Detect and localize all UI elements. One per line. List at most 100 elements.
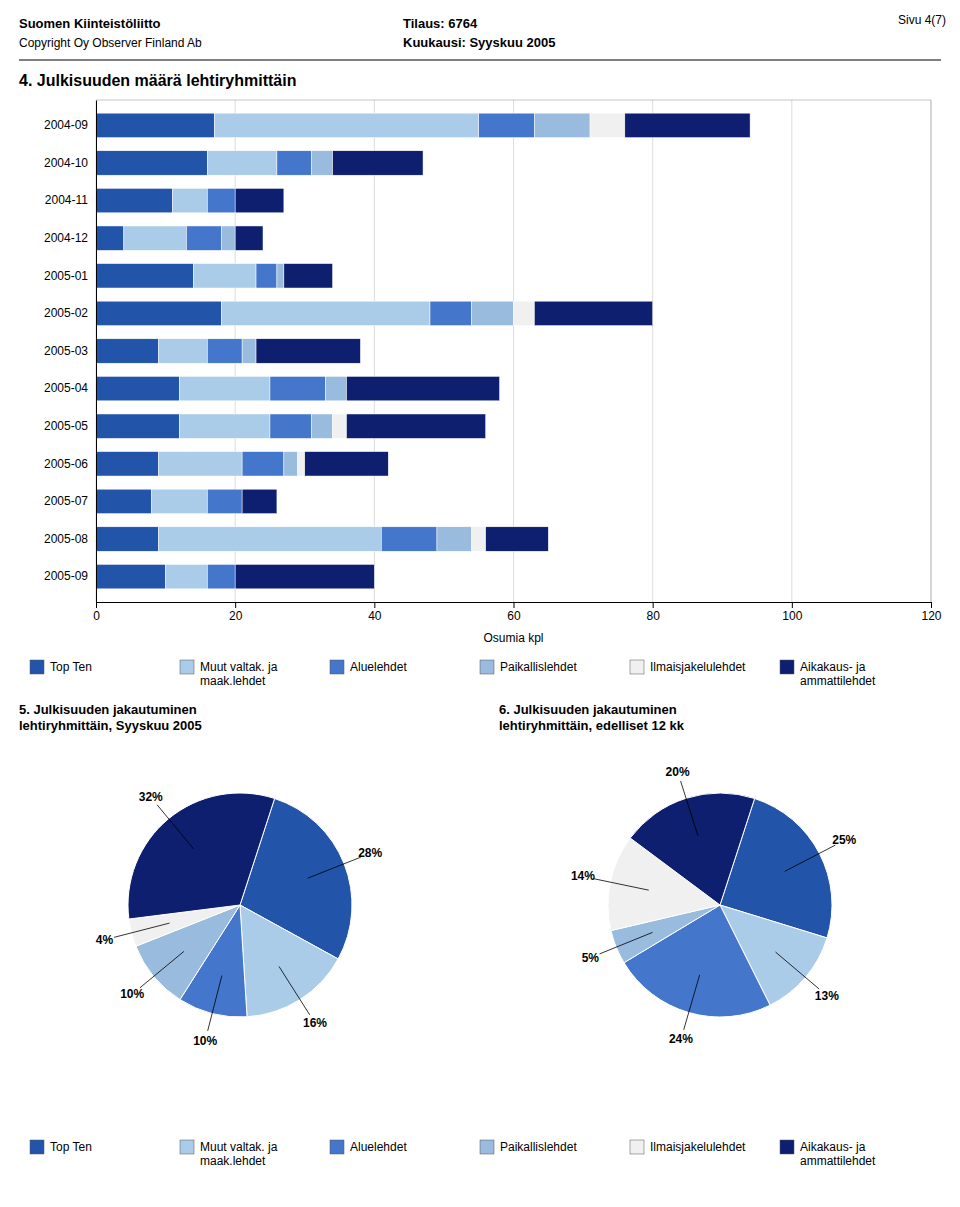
- data-label: 16%: [303, 1016, 327, 1030]
- bar-series: [186, 113, 534, 589]
- bar: [284, 264, 333, 288]
- tick-label: 2004-10: [44, 156, 88, 170]
- legend-swatch: [330, 660, 344, 674]
- grid-line: [652, 100, 653, 602]
- page: Suomen KiinteistöliittoCopyright Oy Obse…: [0, 0, 960, 1207]
- bar-chart: 0204060801001202004-092004-102004-112004…: [44, 100, 942, 623]
- bar: [534, 301, 652, 325]
- axis-line: [96, 101, 97, 603]
- tick: 2005-03: [44, 344, 88, 358]
- legend-item: Muut valtak. jamaak.lehdet: [180, 660, 278, 688]
- tick-mark: [653, 602, 654, 608]
- bar: [326, 376, 347, 400]
- tick-label: 2004-09: [44, 118, 88, 132]
- bar: [242, 489, 277, 513]
- frame: [931, 100, 932, 602]
- data-label: 10%: [120, 987, 144, 1001]
- tick-mark: [792, 602, 793, 608]
- legend-item: Aluelehdet: [330, 1140, 407, 1154]
- tick-label: 2005-06: [44, 457, 88, 471]
- bars: [96, 113, 750, 589]
- data-label: 10%: [193, 1034, 217, 1048]
- bar: [207, 188, 235, 212]
- legend-swatch: [180, 660, 194, 674]
- bar: [207, 151, 277, 175]
- bar: [242, 452, 284, 476]
- bar: [242, 339, 256, 363]
- bar: [96, 376, 180, 400]
- tick: 2005-08: [44, 532, 88, 546]
- legend-label: Paikallislehdet: [500, 660, 577, 674]
- data-label: 13%: [815, 989, 839, 1003]
- data-label: 5%: [582, 951, 600, 965]
- tick-mark: [374, 602, 375, 608]
- bar: [96, 452, 159, 476]
- bar: [625, 113, 750, 137]
- tick-mark: [514, 602, 515, 608]
- tick-mark: [235, 602, 236, 608]
- slices: [608, 793, 832, 1017]
- tick: 2005-07: [44, 494, 88, 508]
- tick: 2005-04: [44, 381, 88, 395]
- tick-label: 0: [93, 609, 100, 623]
- tick-label: 100: [782, 609, 802, 623]
- leader-line: [684, 975, 700, 1030]
- bar: [235, 564, 374, 588]
- bar: [159, 452, 243, 476]
- bar: [96, 414, 180, 438]
- tick-label: 2005-05: [44, 419, 88, 433]
- legend-label: Paikallislehdet: [500, 1140, 577, 1154]
- bar: [214, 113, 478, 137]
- bar: [305, 452, 389, 476]
- legend-item: Paikallislehdet: [480, 1140, 577, 1154]
- bar: [96, 113, 214, 137]
- tick-label: 120: [921, 609, 941, 623]
- data-label: 32%: [139, 790, 163, 804]
- slice: [630, 793, 754, 905]
- bar: [312, 414, 333, 438]
- header-text: Kuukausi: Syyskuu 2005: [403, 35, 555, 50]
- tick: 2004-10: [44, 156, 88, 170]
- tick-label: 2005-01: [44, 269, 88, 283]
- data-label: 20%: [666, 765, 690, 779]
- slice: [240, 905, 338, 1017]
- bar: [277, 264, 284, 288]
- legend-item: Muut valtak. jamaak.lehdet: [180, 1140, 278, 1168]
- tick: 2005-02: [44, 306, 88, 320]
- tick: 80: [646, 602, 660, 623]
- legend: Top TenMuut valtak. jamaak.lehdetAlueleh…: [30, 660, 876, 688]
- legend-label: Top Ten: [50, 660, 92, 674]
- bar: [256, 339, 360, 363]
- pie-chart: 25%13%24%5%14%20%: [571, 765, 857, 1047]
- bar: [270, 376, 326, 400]
- legend-item: Top Ten: [30, 1140, 92, 1154]
- grid-line: [791, 100, 792, 602]
- bar: [96, 527, 159, 551]
- leader-line: [308, 857, 361, 878]
- bar: [284, 452, 298, 476]
- leader-line: [776, 952, 820, 989]
- bar: [534, 113, 590, 137]
- leader-line: [279, 966, 310, 1014]
- tick-mark: [96, 602, 97, 608]
- tick-label: 2004-11: [45, 193, 88, 207]
- tick-label: 2004-12: [44, 231, 88, 245]
- legend: Top Ten Muut valtak. jamaak.lehdet Alueleh…: [30, 1140, 876, 1168]
- grid-line: [931, 100, 932, 602]
- legend-swatch: [480, 1140, 494, 1154]
- legend-swatch: [180, 1140, 194, 1154]
- bar: [152, 489, 208, 513]
- tick: 2005-09: [44, 569, 88, 583]
- bar: [193, 264, 256, 288]
- tick: 20: [229, 602, 243, 623]
- bar: [96, 264, 193, 288]
- bar: [312, 151, 333, 175]
- leader-line: [681, 781, 698, 836]
- bar: [180, 376, 270, 400]
- grid: [96, 100, 931, 602]
- bar: [173, 188, 208, 212]
- bar: [207, 489, 242, 513]
- legend-swatch: [30, 1140, 44, 1154]
- bar: [347, 376, 500, 400]
- legend-label: Ilmaisjakelulehdet: [650, 660, 746, 674]
